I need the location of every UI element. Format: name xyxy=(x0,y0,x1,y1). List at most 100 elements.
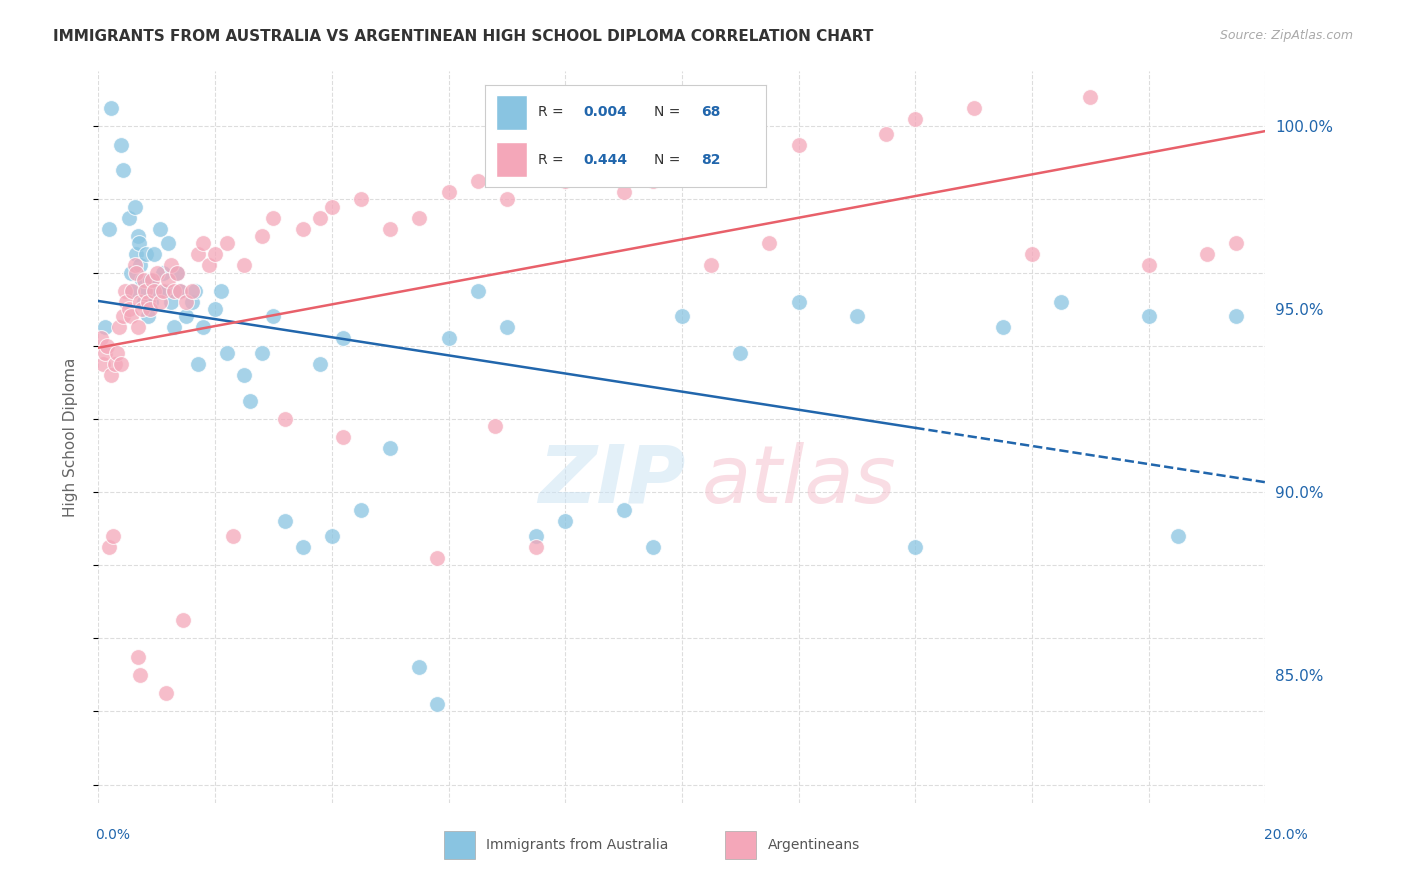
Point xyxy=(408,660,430,674)
Point xyxy=(101,529,124,543)
Point xyxy=(160,258,183,272)
Point xyxy=(132,294,155,309)
Point xyxy=(152,266,174,280)
Point xyxy=(904,112,927,126)
Point xyxy=(700,258,723,272)
Point xyxy=(198,258,221,272)
Text: atlas: atlas xyxy=(702,442,896,520)
Point xyxy=(437,185,460,199)
Point xyxy=(215,236,238,251)
Point xyxy=(641,540,664,554)
Point xyxy=(163,320,186,334)
Point xyxy=(730,346,752,360)
Point xyxy=(118,211,141,225)
Text: 82: 82 xyxy=(702,153,721,167)
Point xyxy=(94,346,117,360)
Point xyxy=(496,193,519,207)
Point xyxy=(114,284,136,298)
Point xyxy=(169,284,191,298)
Point xyxy=(121,284,143,298)
Point xyxy=(166,266,188,280)
Point xyxy=(152,284,174,298)
Text: 68: 68 xyxy=(702,105,721,120)
Point xyxy=(904,540,927,554)
Text: R =: R = xyxy=(538,153,568,167)
Point xyxy=(467,284,489,298)
Point xyxy=(139,273,162,287)
Point xyxy=(291,540,314,554)
Point xyxy=(136,310,159,324)
Point xyxy=(134,284,156,298)
Point xyxy=(321,200,343,214)
Text: N =: N = xyxy=(654,153,685,167)
Point xyxy=(1137,258,1160,272)
Point xyxy=(146,284,169,298)
Text: N =: N = xyxy=(654,105,685,120)
Text: Source: ZipAtlas.com: Source: ZipAtlas.com xyxy=(1219,29,1353,42)
Point xyxy=(583,163,606,178)
Point xyxy=(274,514,297,528)
Point xyxy=(155,284,177,298)
Point xyxy=(221,529,243,543)
Point xyxy=(100,368,122,382)
Point xyxy=(332,430,354,444)
Point xyxy=(139,294,162,309)
Point xyxy=(94,320,117,334)
FancyBboxPatch shape xyxy=(725,831,756,859)
Point xyxy=(169,284,191,298)
Text: 20.0%: 20.0% xyxy=(1264,828,1308,842)
Point xyxy=(787,137,810,152)
Point xyxy=(1080,90,1102,104)
Point xyxy=(108,320,131,334)
Point xyxy=(215,346,238,360)
Point xyxy=(671,156,693,170)
Point xyxy=(1225,310,1247,324)
Text: Argentineans: Argentineans xyxy=(768,838,860,852)
Point xyxy=(131,302,153,317)
Point xyxy=(274,412,297,426)
Point xyxy=(332,331,354,345)
Point xyxy=(155,686,177,700)
Text: IMMIGRANTS FROM AUSTRALIA VS ARGENTINEAN HIGH SCHOOL DIPLOMA CORRELATION CHART: IMMIGRANTS FROM AUSTRALIA VS ARGENTINEAN… xyxy=(53,29,873,44)
Point xyxy=(671,310,693,324)
Point xyxy=(157,273,180,287)
Point xyxy=(730,148,752,162)
Point xyxy=(291,221,314,235)
Point xyxy=(142,247,165,261)
Point xyxy=(132,273,155,287)
Point xyxy=(125,266,148,280)
Point xyxy=(160,294,183,309)
Point xyxy=(991,320,1014,334)
Point xyxy=(309,357,332,371)
Point xyxy=(846,310,869,324)
Point xyxy=(91,357,114,371)
Point xyxy=(127,229,149,244)
Text: ZIP: ZIP xyxy=(538,442,686,520)
FancyBboxPatch shape xyxy=(496,95,527,130)
Point xyxy=(437,331,460,345)
Point xyxy=(96,339,118,353)
Point xyxy=(1021,247,1043,261)
Point xyxy=(149,294,172,309)
Point xyxy=(129,258,152,272)
Point xyxy=(613,503,636,517)
Point xyxy=(125,247,148,261)
Point xyxy=(250,346,273,360)
Point xyxy=(204,302,226,317)
Point xyxy=(758,236,780,251)
Point xyxy=(111,163,134,178)
Point xyxy=(1050,294,1073,309)
Point xyxy=(174,294,197,309)
Point xyxy=(875,127,897,141)
Point xyxy=(380,221,402,235)
Point xyxy=(250,229,273,244)
Point xyxy=(187,357,209,371)
Point xyxy=(180,294,202,309)
Point xyxy=(233,258,256,272)
Point xyxy=(613,185,636,199)
Point xyxy=(100,101,122,115)
Point xyxy=(174,310,197,324)
Point xyxy=(1167,529,1189,543)
Point xyxy=(115,294,138,309)
Point xyxy=(193,320,215,334)
